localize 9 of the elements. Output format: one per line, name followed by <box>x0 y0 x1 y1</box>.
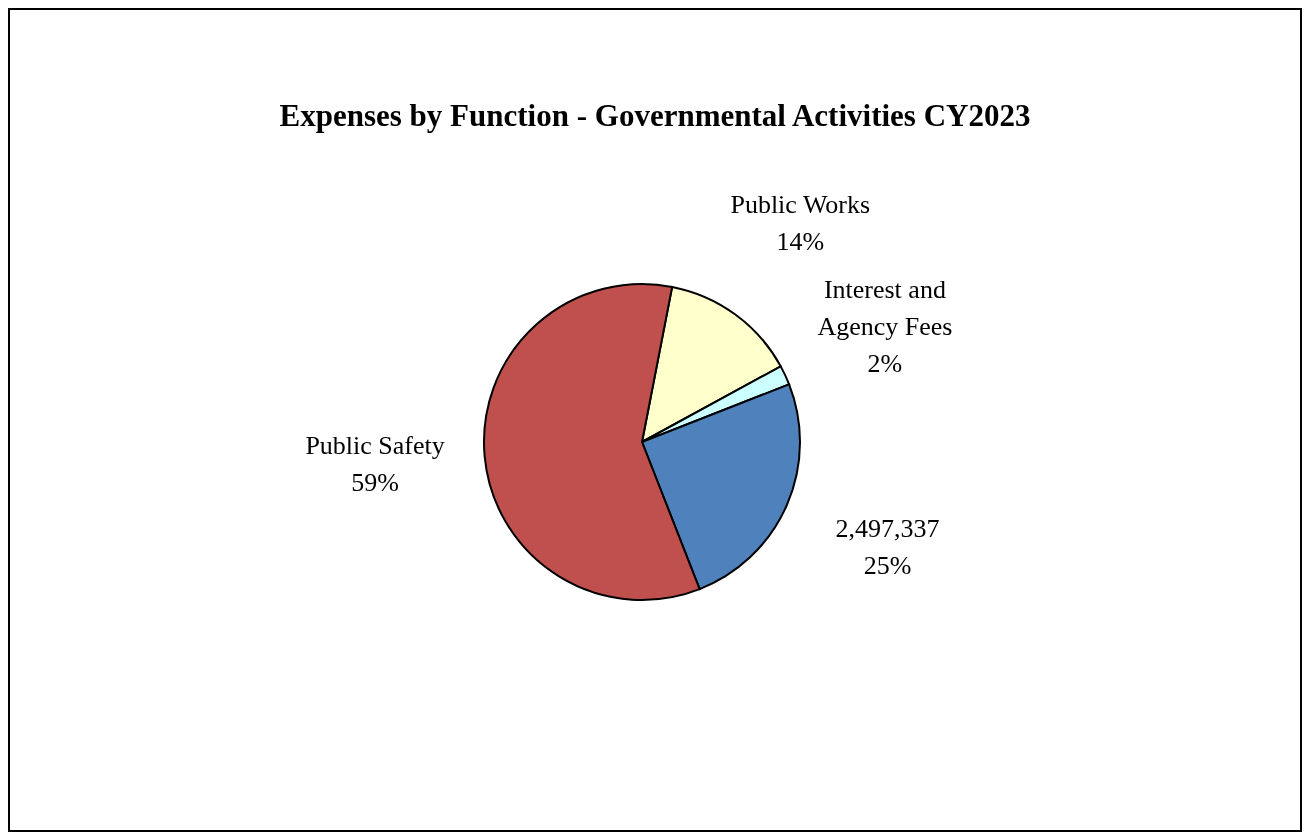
slice-label: Interest and Agency Fees <box>817 274 953 341</box>
chart-title: Expenses by Function - Governmental Activities CY2023 <box>278 98 1032 134</box>
data-label: 14% <box>776 227 825 257</box>
slice-label: Public Safety <box>305 430 445 460</box>
slice-label: Public Works <box>730 190 871 220</box>
data-label: 2% <box>867 348 903 378</box>
data-label: 59% <box>351 467 399 497</box>
data-label: 25% <box>863 550 912 580</box>
slice-label: 2,497,337 <box>835 513 940 543</box>
